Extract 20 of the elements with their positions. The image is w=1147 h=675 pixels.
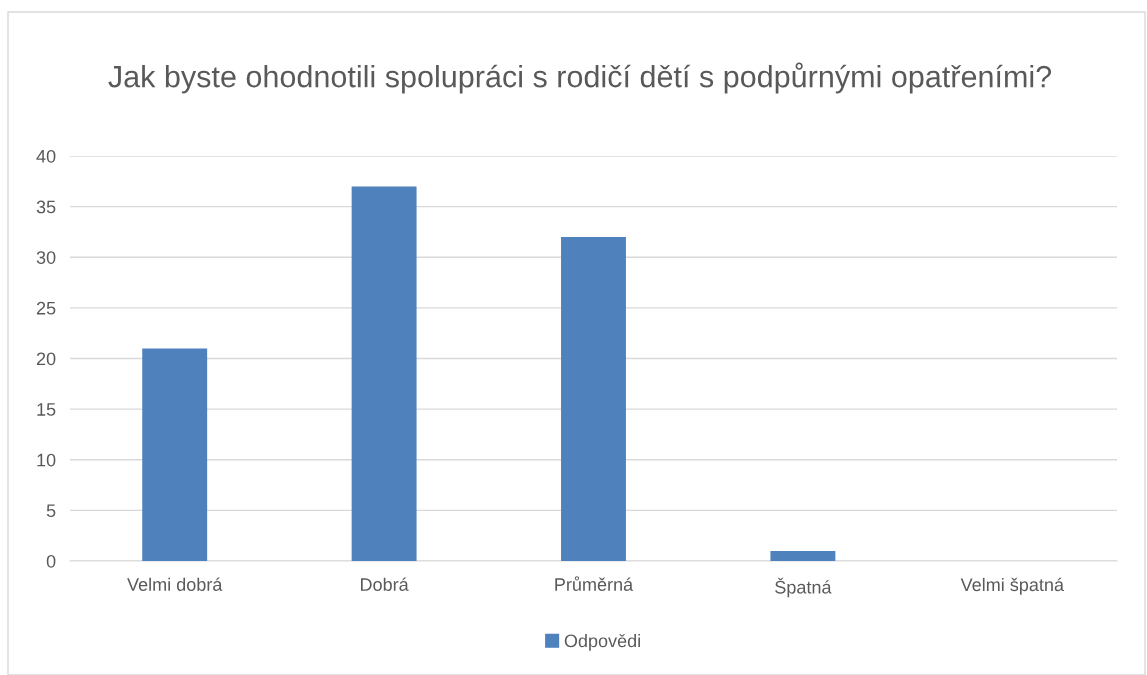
bar <box>561 237 626 561</box>
y-tick-label: 10 <box>37 453 56 467</box>
bar <box>142 348 208 561</box>
x-tick-label: Špatná <box>775 577 832 598</box>
y-tick-label: 0 <box>46 554 56 568</box>
x-tick-label: Průměrná <box>555 576 634 591</box>
chart-title: Jak byste ohodnotili spolupráci s rodičí dětí s podpůrnými opatřeními? <box>108 62 1052 94</box>
y-tick-label: 30 <box>36 251 56 264</box>
legend-label: Odpovědi <box>564 633 640 651</box>
y-tick-label: 40 <box>36 149 56 163</box>
y-tick-label: 25 <box>36 301 56 315</box>
y-tick-label: 35 <box>36 200 56 214</box>
x-tick-label: Velmi špatná <box>960 577 1064 595</box>
bar <box>351 186 417 561</box>
y-tick-label: 5 <box>46 504 56 518</box>
y-tick-label: 20 <box>36 352 56 366</box>
bar <box>770 550 836 561</box>
x-tick-label: Dobrá <box>360 577 409 591</box>
x-tick-label: Velmi dobrá <box>127 577 223 591</box>
y-tick-label: 15 <box>37 403 56 416</box>
